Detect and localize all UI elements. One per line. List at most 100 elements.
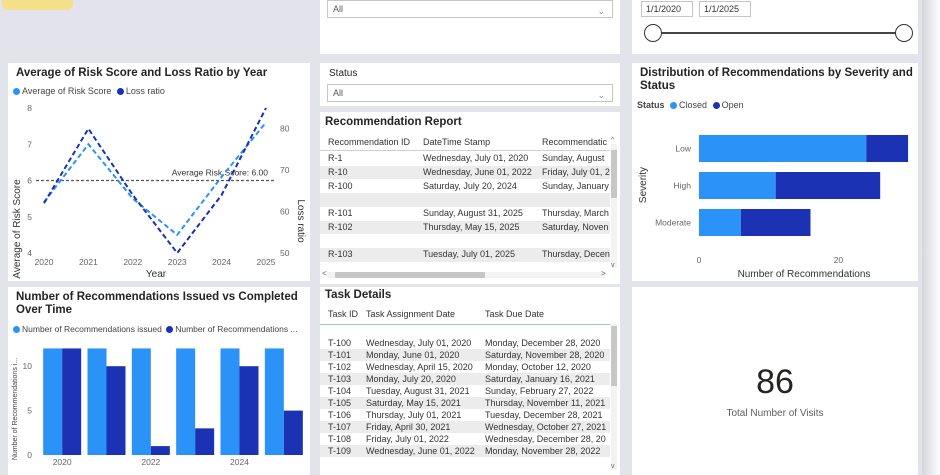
task-table-cell: T-102 <box>328 361 352 372</box>
date-end-input[interactable]: 1/1/2025 <box>699 1 751 17</box>
rec-table-column-header[interactable]: Recommendatic <box>542 137 608 147</box>
task-table-cell: Thursday, July 01, 2021 <box>366 409 462 420</box>
date-slider-track[interactable] <box>652 32 904 34</box>
rec-scroll-right-arrow[interactable]: > <box>601 269 606 278</box>
task-table-row[interactable]: T-102 Wednesday, April 15, 2020 Monday, Oc… <box>320 361 610 373</box>
task-table-cell: Monday, October 12, 2020 <box>485 361 591 372</box>
rec-table-hscroll[interactable] <box>327 272 605 278</box>
task-table-cell: Tuesday, August 31, 2021 <box>366 385 470 396</box>
rec-table-column-header[interactable]: DateTime Stamp <box>423 137 491 147</box>
task-table-cell: Tuesday, December 28, 2021 <box>485 409 603 420</box>
severity-category-label: Moderate <box>655 218 691 228</box>
task-table-column-header[interactable]: Task ID <box>328 309 359 319</box>
rec-table-row[interactable] <box>320 234 610 248</box>
task-table-row[interactable]: T-108 Friday, July 01, 2022 Wednesday, Dec… <box>320 433 610 445</box>
rec-table-cell: Thursday, Decen <box>542 249 610 260</box>
rec-table-row[interactable]: R-101 Sunday, August 31, 2025 Thursday, Ma… <box>320 207 610 221</box>
average-risk-reference-label: Average Risk Score: 6.00 <box>172 168 268 178</box>
issued-x-tick: 2022 <box>141 457 160 467</box>
top-slicer-dropdown[interactable]: All ⌄ <box>327 0 613 18</box>
task-table-header-divider <box>320 324 610 325</box>
risk-y-tick: 4 <box>27 248 32 258</box>
task-table-cell: T-100 <box>328 337 352 348</box>
rec-table-vscroll[interactable] <box>611 144 617 268</box>
status-dropdown[interactable]: All ⌄ <box>327 84 613 102</box>
rec-table-cell: Friday, July 01, 2 <box>542 167 610 178</box>
rec-table-cell: R-102 <box>328 221 353 232</box>
year-x-tick: 2023 <box>168 257 187 267</box>
recommendation-table: Recommendation ID DateTime Stamp Recommend… <box>320 132 620 270</box>
nav-button[interactable] <box>2 0 73 10</box>
task-table-cell: Wednesday, April 15, 2020 <box>366 361 473 372</box>
task-scroll-down-arrow[interactable]: v <box>611 463 615 470</box>
rec-table-row[interactable]: R-1 Wednesday, July 01, 2020 Sunday, Augus… <box>320 152 610 166</box>
issued-bar <box>43 348 63 455</box>
completed-bar <box>150 446 170 455</box>
task-table-cell: T-101 <box>328 349 352 360</box>
rec-table-row[interactable]: R-100 Saturday, July 20, 2024 Sunday, Janu… <box>320 179 610 193</box>
severity-chart-title: Distribution of Recommendations by Sever… <box>640 67 913 92</box>
loss-y-tick: 70 <box>280 165 290 175</box>
task-table-row[interactable]: T-105 Saturday, May 15, 2021 Thursday, Nov… <box>320 397 610 409</box>
task-table-cell: Thursday, November 11, 2021 <box>485 397 606 408</box>
total-visits-label: Total Number of Visits <box>726 408 824 419</box>
task-table-vscroll[interactable] <box>611 324 617 470</box>
top-slicer-panel: All ⌄ <box>320 0 620 54</box>
date-slider-handle-start[interactable] <box>644 24 662 42</box>
risk-loss-chart-panel: Average of Risk Score and Loss Ratio by … <box>8 63 310 281</box>
recommendation-report-panel: Recommendation Report Recommendation ID D… <box>320 112 620 284</box>
task-table-row[interactable]: T-101 Monday, June 01, 2020 Saturday, Nove… <box>320 349 610 361</box>
rec-table-cell: R-103 <box>328 249 353 260</box>
task-table-cell: Saturday, May 15, 2021 <box>366 397 461 408</box>
task-details-title: Task Details <box>325 289 392 301</box>
issued-bar <box>131 348 151 455</box>
task-table-row[interactable]: T-109 Wednesday, June 01, 2022 Monday, Nov… <box>320 445 610 457</box>
rec-table-row[interactable]: R-10 Wednesday, June 01, 2022 Friday, July… <box>320 165 610 180</box>
task-table: Task ID Task Assignment Date Task Due Date… <box>320 304 620 475</box>
legend-dot-risk <box>13 87 20 95</box>
task-table-cell: T-109 <box>328 445 352 456</box>
loss-y-axis-label: Loss ratio <box>295 199 306 243</box>
task-table-row[interactable]: T-107 Friday, April 30, 2021 Wednesday, Oc… <box>320 421 610 433</box>
rec-table-cell: Sunday, August <box>542 153 605 164</box>
legend-status-title: Status <box>637 100 665 110</box>
task-table-row[interactable]: T-103 Monday, July 20, 2020 Saturday, Janu… <box>320 373 610 385</box>
task-table-column-header[interactable]: Task Assignment Date <box>366 309 456 319</box>
severity-x-tick: 0 <box>697 255 702 265</box>
task-table-header-row: Task ID Task Assignment Date Task Due Date <box>320 304 610 324</box>
issued-x-tick: 2020 <box>53 457 72 467</box>
year-x-axis-label: Year <box>146 269 167 280</box>
rec-table-column-header[interactable]: Recommendation ID <box>328 137 411 147</box>
legend-open-label: Open <box>721 100 744 110</box>
legend-risk-label: Average of Risk Score <box>22 86 112 96</box>
rec-scroll-down-arrow[interactable]: v <box>611 262 615 269</box>
rec-table-cell: Tuesday, July 01, 2025 <box>423 249 516 260</box>
legend-dot-issued <box>13 325 20 333</box>
chevron-down-icon: ⌄ <box>597 6 605 16</box>
rec-table-vscroll-thumb[interactable] <box>611 150 617 198</box>
rec-scroll-up-arrow[interactable]: ^ <box>611 137 615 144</box>
risk-score-series-line <box>43 121 267 237</box>
task-table-cell: Wednesday, December 28, 20 <box>485 433 606 444</box>
severity-category-label: Low <box>675 144 691 154</box>
severity-status-chart-panel: Distribution of Recommendations by Sever… <box>632 63 918 281</box>
rec-table-row[interactable]: R-102 Thursday, May 15, 2025 Saturday, Nov… <box>320 220 610 235</box>
task-table-cell: Sunday, February 27, 2022 <box>485 385 594 396</box>
rec-scroll-left-arrow[interactable]: < <box>322 269 327 278</box>
task-table-row[interactable]: T-104 Tuesday, August 31, 2021 Sunday, Feb… <box>320 385 610 397</box>
task-table-row[interactable]: T-106 Thursday, July 01, 2021 Tuesday, Dec… <box>320 409 610 421</box>
task-table-vscroll-thumb[interactable] <box>611 326 617 386</box>
rec-table-hscroll-thumb[interactable] <box>335 272 485 278</box>
rec-table-row[interactable]: R-103 Tuesday, July 01, 2025 Thursday, Dec… <box>320 247 610 262</box>
severity-x-tick: 20 <box>834 255 844 265</box>
task-table-cell: Monday, July 20, 2020 <box>366 373 456 384</box>
risk-chart-legend: Average of Risk Score Loss ratio <box>13 86 165 96</box>
rec-table-cell: R-100 <box>328 180 353 191</box>
date-slider-handle-end[interactable] <box>895 24 913 42</box>
task-table-row[interactable]: T-100 Wednesday, July 01, 2020 Monday, Dec… <box>320 337 610 349</box>
rec-table-row[interactable] <box>320 193 610 207</box>
task-table-column-header[interactable]: Task Due Date <box>485 309 545 319</box>
date-end-value: 1/1/2025 <box>704 4 740 14</box>
date-start-input[interactable]: 1/1/2020 <box>641 1 693 17</box>
rec-table-cell: Thursday, May 15, 2025 <box>423 221 520 232</box>
